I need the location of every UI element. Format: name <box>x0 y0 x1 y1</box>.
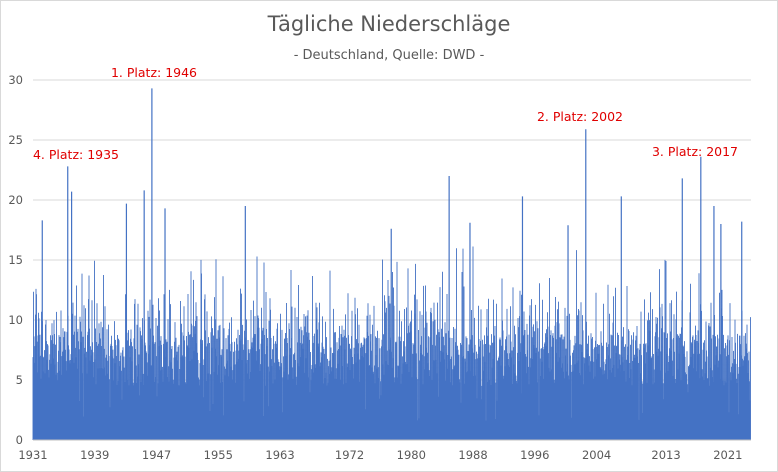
daily-precipitation-series <box>32 88 751 440</box>
x-tick-label-1947: 1947 <box>142 448 171 462</box>
x-tick-label-2004: 2004 <box>582 448 611 462</box>
x-tick-label-2013: 2013 <box>651 448 680 462</box>
y-tick-label-25: 25 <box>8 133 23 147</box>
y-tick-label-5: 5 <box>16 373 23 387</box>
chart-title: Tägliche Niederschläge <box>267 12 511 36</box>
x-tick-label-1963: 1963 <box>265 448 294 462</box>
x-tick-label-2021: 2021 <box>713 448 742 462</box>
x-tick-label-1988: 1988 <box>458 448 487 462</box>
y-tick-label-15: 15 <box>8 253 23 267</box>
x-tick-label-1955: 1955 <box>204 448 233 462</box>
x-tick-label-1939: 1939 <box>80 448 109 462</box>
annotation-rank-3: 3. Platz: 2017 <box>652 144 738 159</box>
x-tick-label-1931: 1931 <box>18 448 47 462</box>
x-axis-ticks: 1931 1939 1947 1955 1963 1972 1980 1988 1996 2004… <box>18 448 742 462</box>
annotation-rank-4: 4. Platz: 1935 <box>33 147 119 162</box>
x-tick-label-1996: 1996 <box>520 448 549 462</box>
daily-precipitation-bars <box>32 246 751 440</box>
y-axis-ticks: 0 5 10 15 20 25 30 <box>8 73 23 447</box>
x-tick-label-1980: 1980 <box>397 448 426 462</box>
y-tick-label-10: 10 <box>8 313 23 327</box>
chart-subtitle: - Deutschland, Quelle: DWD - <box>294 48 485 63</box>
y-tick-label-20: 20 <box>8 193 23 207</box>
x-tick-label-1972: 1972 <box>335 448 364 462</box>
y-tick-label-0: 0 <box>16 433 23 447</box>
annotation-rank-1: 1. Platz: 1946 <box>111 65 197 80</box>
peak-annotations: 1. Platz: 1946 2. Platz: 2002 3. Platz: … <box>33 65 738 162</box>
y-tick-label-30: 30 <box>8 73 23 87</box>
annotation-rank-2: 2. Platz: 2002 <box>537 109 623 124</box>
